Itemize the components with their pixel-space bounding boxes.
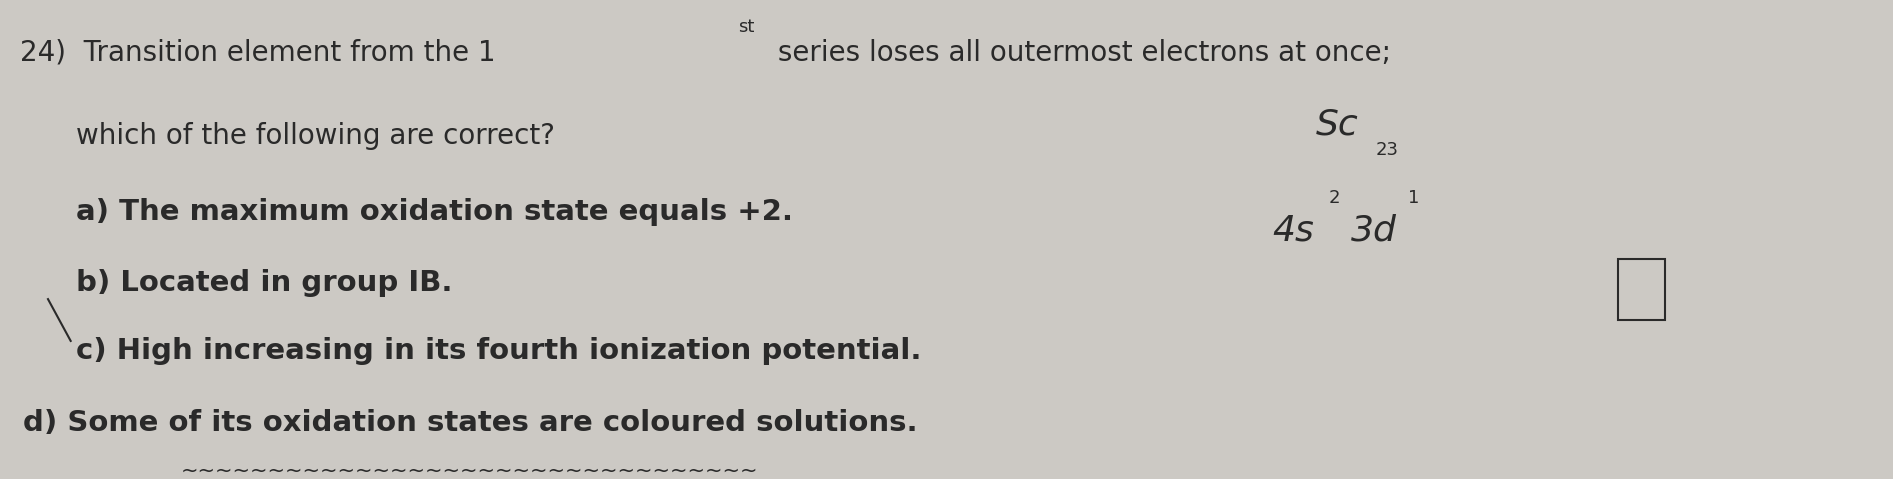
Text: 24)  Transition element from the 1: 24) Transition element from the 1 <box>19 39 496 67</box>
Text: which of the following are correct?: which of the following are correct? <box>76 122 555 150</box>
Text: Sc: Sc <box>1316 107 1357 141</box>
Bar <box>1619 259 1666 320</box>
Text: 3d: 3d <box>1352 214 1397 248</box>
Text: 23: 23 <box>1376 141 1399 160</box>
Text: d) Some of its oxidation states are coloured solutions.: d) Some of its oxidation states are colo… <box>23 410 918 437</box>
Text: ~~~~~~~~~~~~~~~~~~~~~~~~~~~~~~~~~: ~~~~~~~~~~~~~~~~~~~~~~~~~~~~~~~~~ <box>180 461 757 479</box>
Text: 4s: 4s <box>1272 214 1314 248</box>
Text: a) The maximum oxidation state equals +2.: a) The maximum oxidation state equals +2… <box>76 198 793 227</box>
Text: 1: 1 <box>1408 189 1420 207</box>
Text: series loses all outermost electrons at once;: series loses all outermost electrons at … <box>769 39 1391 67</box>
Text: st: st <box>738 18 755 36</box>
Text: 2: 2 <box>1329 189 1340 207</box>
Text: b) Located in group IB.: b) Located in group IB. <box>76 269 452 297</box>
Text: c) High increasing in its fourth ionization potential.: c) High increasing in its fourth ionizat… <box>76 337 922 365</box>
